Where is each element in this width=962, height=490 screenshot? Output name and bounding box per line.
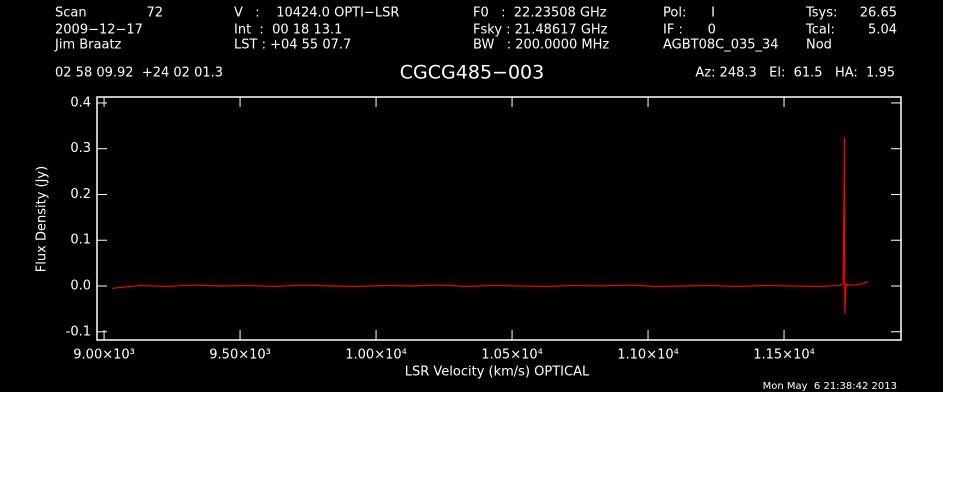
x-axis-label: LSR Velocity (km/s) OPTICAL [405, 365, 590, 380]
x-tick-label: 1.00×10⁴ [345, 348, 407, 363]
x-tick-label: 9.50×10³ [209, 348, 271, 363]
header-text: AGBT08C_035_34 [663, 38, 779, 53]
y-axis-label: Flux Density (Jy) [35, 166, 50, 272]
x-tick-label: 1.10×10⁴ [617, 348, 679, 363]
header-text: 2009−12−17 [55, 23, 143, 38]
y-tick-label: 0.1 [70, 233, 91, 248]
header-text: F0 : 22.23508 GHz [473, 6, 607, 21]
spectrum-line [112, 137, 869, 314]
header-text: V : 10424.0 OPTI−LSR [234, 6, 399, 21]
timestamp: Mon May 6 21:38:42 2013 [763, 381, 897, 392]
header-text: 26.65 [860, 6, 897, 21]
header-text: Az: 248.3 El: 61.5 HA: 1.95 [695, 66, 895, 81]
header-text: Fsky : 21.48617 GHz [473, 23, 608, 38]
y-tick-label: 0.0 [70, 279, 91, 294]
header-text: LST : +04 55 07.7 [234, 38, 351, 53]
header-text: Int : 00 18 13.1 [234, 23, 342, 38]
y-tick-label: 0.3 [70, 141, 91, 156]
y-tick-label: -0.1 [66, 324, 91, 339]
x-tick-label: 1.05×10⁴ [481, 348, 543, 363]
header-text: 5.04 [868, 23, 897, 38]
header-text: Pol: I [663, 6, 715, 21]
header-text: Nod [806, 38, 832, 53]
plot-frame [96, 96, 902, 341]
header-text: BW : 200.0000 MHz [473, 38, 609, 53]
header-text: Tcal: [805, 23, 835, 38]
plot-background [0, 0, 943, 392]
y-tick-label: 0.4 [70, 95, 91, 110]
header-text: 72 [146, 6, 163, 21]
header-text: 02 58 09.92 +24 02 01.3 [55, 66, 223, 81]
x-tick-label: 1.15×10⁴ [753, 348, 815, 363]
header-text: Jim Braatz [54, 38, 122, 53]
header-text: Tsys: [805, 6, 837, 21]
y-tick-label: 0.2 [70, 187, 91, 202]
x-tick-label: 9.00×10³ [73, 348, 135, 363]
chart-title: CGCG485−003 [400, 62, 544, 84]
header-text: Scan [55, 6, 87, 21]
header-text: IF : 0 [663, 23, 716, 38]
